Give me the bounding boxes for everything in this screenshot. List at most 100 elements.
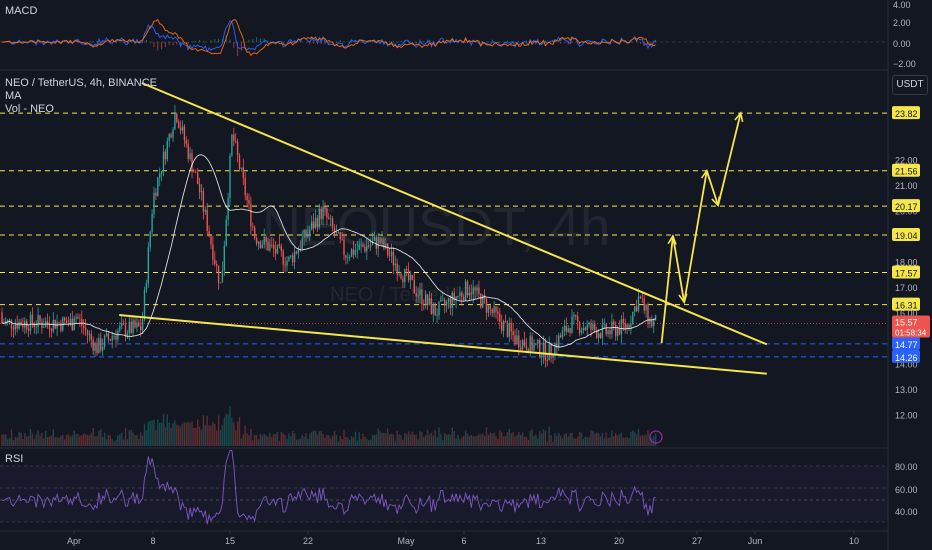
volume-bar (84, 434, 87, 446)
candle-body (189, 153, 191, 159)
macd-label[interactable]: MACD (5, 5, 38, 17)
candle-body (166, 140, 168, 160)
macd-histogram-bar (145, 40, 147, 43)
volume-bar (56, 437, 58, 446)
trendlines[interactable] (119, 82, 768, 375)
volume-bar (495, 435, 497, 446)
macd-histogram-bar (639, 42, 641, 44)
candle-body (506, 322, 509, 337)
volume-bar (596, 432, 598, 446)
volume-bar (485, 427, 488, 446)
symbol-title[interactable]: NEO / TetherUS, 4h, BINANCE (5, 77, 158, 89)
candle-body (292, 255, 294, 263)
rsi-label[interactable]: RSI (5, 453, 24, 465)
currency-button[interactable]: USDT (892, 75, 928, 95)
candle-body (179, 127, 182, 131)
projection-path[interactable] (649, 111, 744, 444)
candle-body (200, 191, 203, 193)
macd-histogram-bar (472, 41, 474, 43)
candle-body (478, 287, 480, 295)
candle-body (299, 248, 301, 250)
candle-body (46, 321, 49, 324)
candle-body (322, 206, 324, 220)
volume-bar (166, 414, 168, 446)
macd-histogram-bar (518, 41, 520, 43)
volume-bar (16, 437, 18, 446)
volume-bar (531, 429, 533, 446)
macd-histogram-bar (620, 40, 622, 43)
macd-histogram-bar (69, 42, 71, 43)
macd-histogram-bar (370, 41, 372, 43)
volume-bar (649, 435, 651, 446)
macd-histogram-bar (191, 41, 193, 43)
candle-body (400, 273, 402, 279)
candle-body (379, 237, 381, 244)
candle-body (428, 298, 431, 305)
candle-body (476, 287, 478, 291)
volume-bar (219, 430, 222, 446)
volume-bar (504, 436, 507, 446)
macd-histogram-bar (256, 37, 258, 43)
volume-bar (377, 428, 379, 446)
candle-body (16, 324, 18, 329)
candle-body (502, 321, 505, 331)
volume-bar (592, 430, 594, 446)
volume-bar (151, 420, 153, 446)
volume-bar (259, 433, 262, 446)
volume-bar (75, 433, 77, 446)
candle-body (493, 306, 495, 313)
time-axis[interactable]: Apr 8 15 22 May 6 13 20 27 Jun 10 (67, 536, 859, 546)
volume-bar (388, 434, 391, 446)
volume-bar (174, 420, 176, 446)
candle-body (407, 269, 410, 281)
volume-bar (229, 406, 231, 446)
volume-bar (402, 439, 404, 446)
macd-histogram-bar (487, 41, 489, 43)
volume-bar (117, 435, 119, 446)
volume-bar (343, 429, 345, 446)
candle-body (69, 318, 72, 324)
candle-body (157, 177, 159, 196)
volume-bar (217, 415, 220, 446)
volume-bar (616, 435, 619, 446)
volume-bar (613, 436, 615, 446)
candle-body (113, 336, 115, 337)
volume-bar (444, 433, 446, 446)
time-tick-label: Jun (748, 536, 763, 546)
volume-bar (637, 429, 640, 446)
volume-bar (223, 417, 225, 446)
price-axis[interactable]: 23.0022.0021.0020.0019.0018.0017.0016.00… (892, 0, 930, 517)
candle-body (41, 321, 43, 328)
volume-bar (529, 431, 531, 446)
projection-segment (683, 170, 708, 303)
volume-bar (599, 436, 602, 446)
volume-bar (588, 437, 590, 446)
volume-bar (362, 433, 364, 446)
candle-body (539, 340, 541, 358)
candle-body (632, 311, 634, 325)
volume-bar (542, 429, 545, 446)
volume-bar (140, 432, 142, 446)
volume-bar (651, 438, 653, 446)
macd-histogram-bar (126, 42, 128, 45)
volume-bar (170, 427, 172, 446)
lightning-icon (649, 430, 663, 444)
volume-bar (255, 435, 258, 446)
volume-indicator-label[interactable]: Vol - NEO (5, 103, 54, 115)
ma-indicator-label[interactable]: MA (5, 90, 22, 102)
candle-body (647, 304, 649, 324)
volume-bar (559, 435, 562, 446)
volume-bar (204, 424, 206, 446)
volume-bar (563, 434, 566, 446)
volume-bar (202, 415, 205, 446)
macd-histogram-bar (210, 40, 212, 43)
time-tick-label: 10 (849, 536, 859, 546)
candle-body (10, 319, 13, 329)
candle-body (616, 328, 619, 337)
projection-segment (660, 235, 674, 344)
volume-bar (90, 433, 92, 446)
volume-bar (518, 431, 520, 446)
macd-histogram-bar (651, 42, 653, 44)
